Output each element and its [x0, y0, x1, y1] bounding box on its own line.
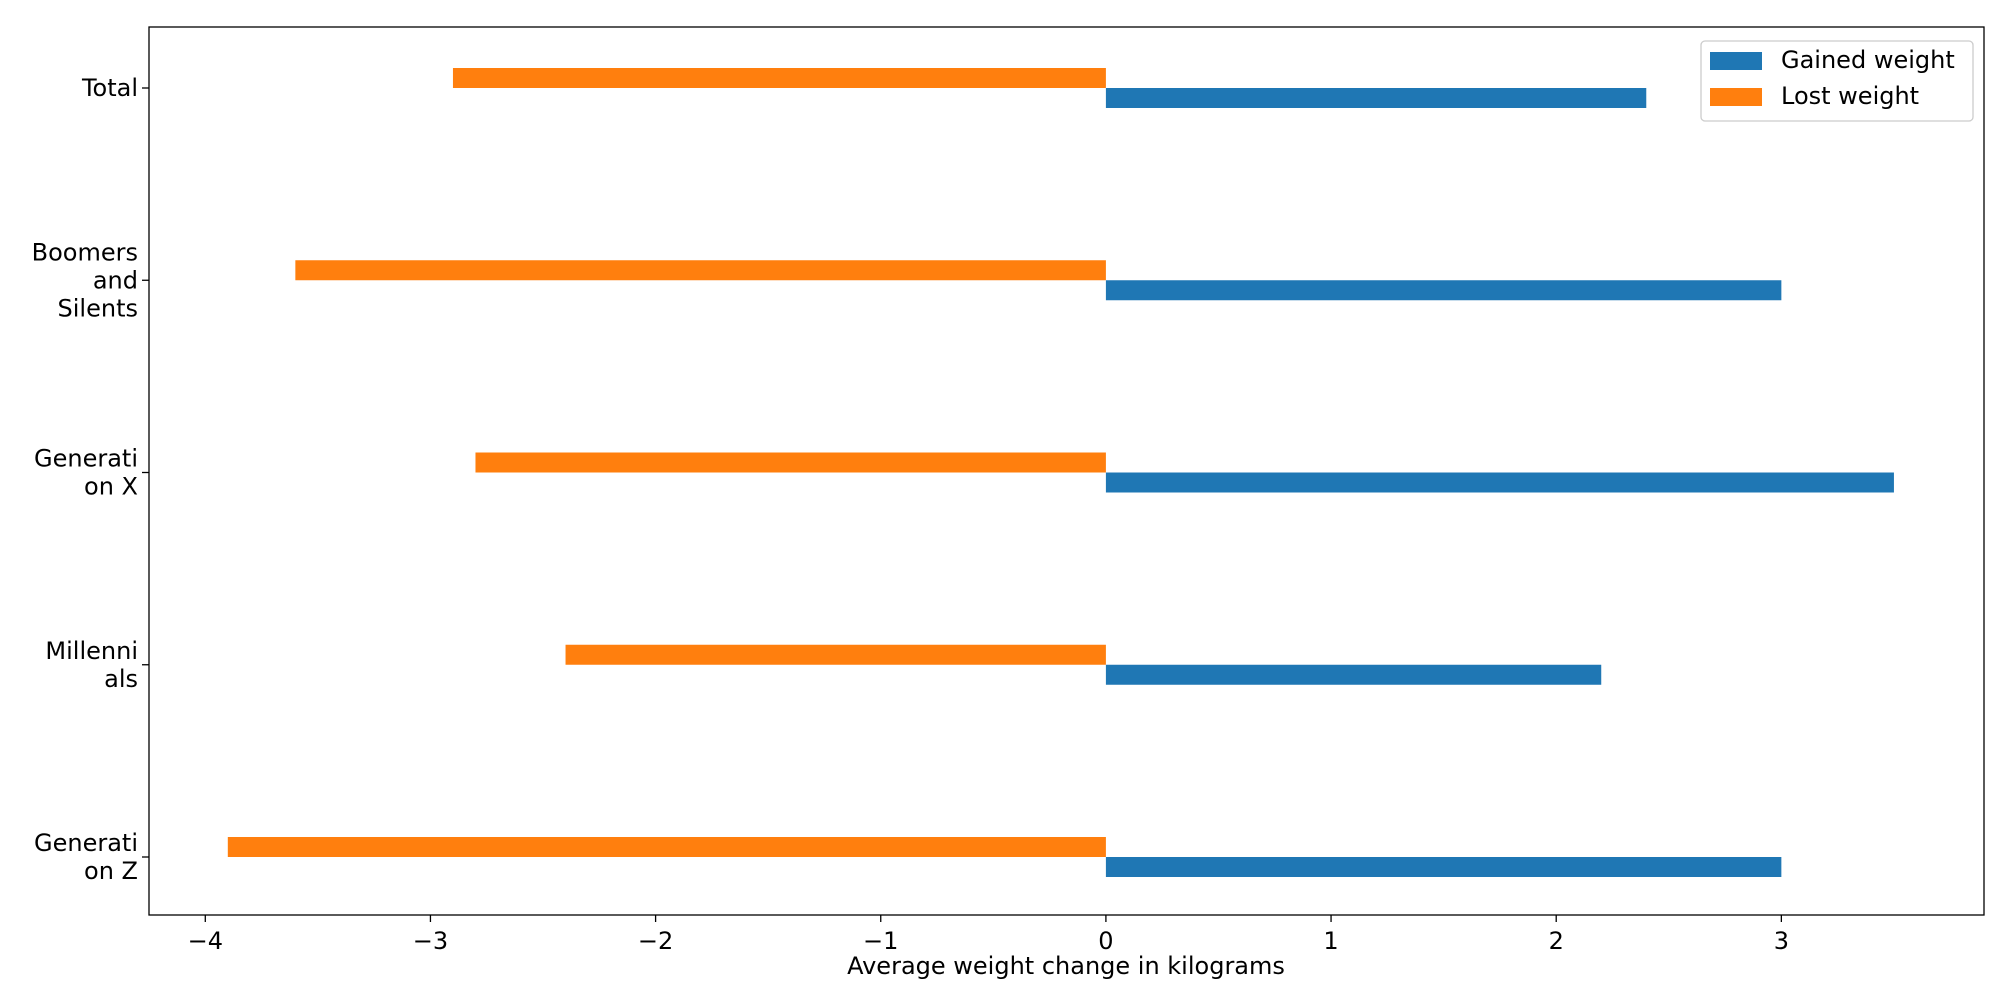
y-tick-label-line: Silents	[58, 294, 138, 322]
bars	[227, 68, 1894, 877]
y-tick-label-line: Generati	[34, 829, 138, 857]
bar-gained-weight	[1105, 280, 1782, 301]
x-tick-label: −4	[188, 927, 223, 955]
x-tick-label: 2	[1549, 927, 1564, 955]
y-tick-label-line: Millenni	[45, 637, 138, 665]
bar-lost-weight	[475, 452, 1106, 473]
bar-gained-weight	[1105, 857, 1782, 877]
plot-frame	[148, 26, 1985, 916]
y-tick-label: Generati on Z	[34, 829, 138, 885]
legend-swatch	[1710, 52, 1762, 70]
legend-label: Lost weight	[1781, 82, 1919, 110]
y-tick-label-line: on Z	[84, 857, 138, 885]
y-tick-label-line: Generati	[34, 445, 138, 473]
legend-label: Gained weight	[1781, 46, 1955, 74]
bar-lost-weight	[565, 644, 1106, 665]
x-tick-label: 0	[1098, 927, 1113, 955]
legend: Gained weight Lost weight	[1700, 40, 1974, 122]
x-tick-label: −1	[863, 927, 898, 955]
x-axis-label: Average weight change in kilograms	[847, 952, 1285, 980]
y-tick-label: Millenni als	[45, 637, 138, 693]
bar-lost-weight	[295, 260, 1106, 281]
y-tick-label: Generati on X	[34, 445, 138, 501]
bar-lost-weight	[452, 68, 1106, 88]
legend-box	[1700, 40, 1974, 122]
x-tick-label: 1	[1323, 927, 1338, 955]
x-axis: −4 −3 −2 −1 0 1 2 3	[188, 915, 1789, 955]
y-tick-label: Total	[81, 74, 138, 102]
y-tick-label: Boomers and Silents	[32, 238, 138, 322]
bar-lost-weight	[227, 837, 1106, 857]
y-tick-label-line: and	[93, 266, 138, 294]
bar-gained-weight	[1105, 88, 1647, 108]
legend-swatch	[1710, 88, 1762, 106]
y-tick-label-line: Total	[81, 74, 138, 102]
bar-gained-weight	[1105, 664, 1602, 685]
y-tick-label-line: on X	[84, 473, 138, 501]
x-tick-label: −2	[638, 927, 673, 955]
bar-gained-weight	[1105, 472, 1894, 493]
y-tick-label-line: als	[104, 665, 138, 693]
y-tick-label-line: Boomers	[32, 238, 138, 266]
x-tick-label: −3	[413, 927, 448, 955]
x-tick-label: 3	[1774, 927, 1789, 955]
